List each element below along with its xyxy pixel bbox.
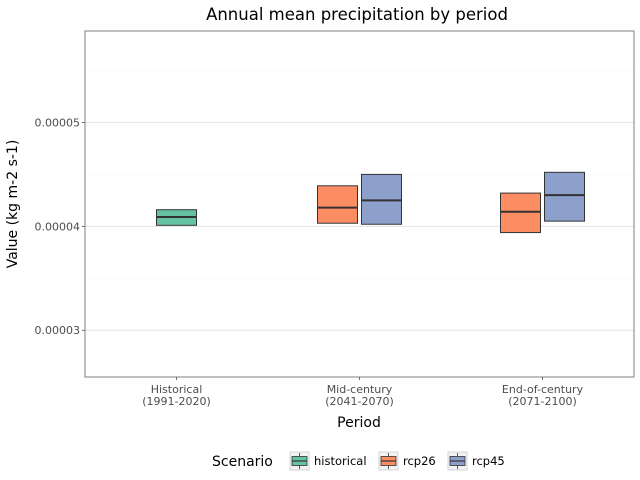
x-tick-label: Historical (1991-2020): [142, 383, 211, 408]
box-rcp45: [361, 173, 402, 225]
box-body: [544, 171, 585, 222]
y-tick-label: 0.00004: [35, 220, 81, 233]
legend-entry-rcp45: rcp45: [447, 451, 505, 471]
y-tick-label: 0.00003: [35, 324, 81, 337]
box-rcp45: [544, 171, 585, 222]
y-tick-label: 0.00005: [35, 116, 81, 129]
legend: Scenario historical rcp26 rcp45: [212, 451, 505, 471]
box-rcp26: [500, 192, 541, 234]
x-axis-title: Period: [337, 415, 381, 431]
box-body: [500, 192, 541, 234]
legend-entry-rcp26: rcp26: [378, 451, 436, 471]
x-tick-label: End-of-century (2071-2100): [502, 383, 584, 408]
box-body: [361, 173, 402, 225]
x-axis: Historical (1991-2020) Mid-century (2041-20…: [142, 377, 584, 408]
legend-entry-historical: historical: [289, 451, 367, 471]
plot-panel: [85, 31, 634, 377]
box-body: [317, 185, 358, 224]
box-rcp26: [317, 185, 358, 224]
legend-title: Scenario: [212, 454, 273, 470]
legend-label: rcp26: [403, 454, 436, 468]
plot-panel-background: [85, 31, 634, 377]
legend-label: historical: [314, 454, 367, 468]
legend-entries: historical rcp26 rcp45: [289, 451, 505, 471]
plot-marks: [84, 30, 635, 378]
chart-title: Annual mean precipitation by period: [206, 5, 508, 24]
y-axis: 0.00003 0.00004 0.00005: [35, 116, 85, 337]
legend-label: rcp45: [472, 454, 505, 468]
box-historical: [156, 209, 197, 226]
y-axis-title: Value (kg m-2 s-1): [5, 140, 21, 269]
x-tick-label: Mid-century (2041-2070): [325, 383, 394, 408]
